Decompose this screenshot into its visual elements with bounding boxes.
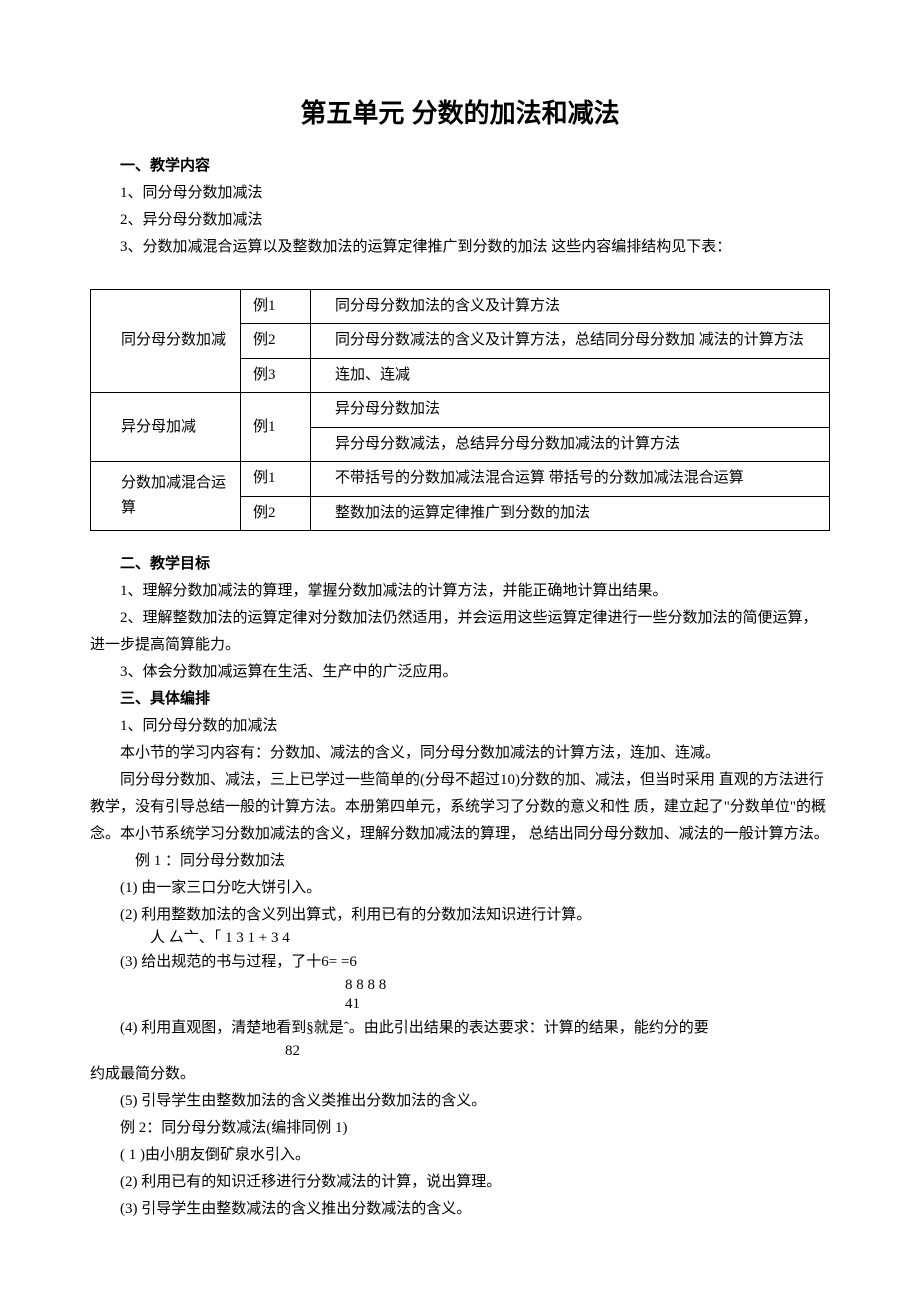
table-group-1: 同分母分数加减: [91, 289, 241, 393]
table-desc-cell: 连加、连减: [311, 358, 830, 393]
table-desc-cell: 同分母分数加法的含义及计算方法: [311, 289, 830, 324]
example-2-item-1: ( 1 )由小朋友倒矿泉水引入。: [90, 1142, 830, 1169]
section-1-item-3: 3、分数加减混合运算以及整数加法的运算定律推广到分数的加法 这些内容编排结构见下…: [90, 234, 830, 261]
table-example-cell: 例2: [241, 324, 311, 359]
table-example-cell: 例1: [241, 289, 311, 324]
table-example-cell: 例3: [241, 358, 311, 393]
table-desc-cell: 异分母分数加法: [311, 393, 830, 428]
section-3-heading: 三、具体编排: [90, 686, 830, 713]
example-1-item-3: (3) 给出规范的书与过程，了十6= =6: [90, 949, 830, 976]
table-row: 分数加减混合运算 例1 不带括号的分数加减法混合运算 带括号的分数加减法混合运算: [91, 462, 830, 497]
section-1-heading: 一、教学内容: [90, 153, 830, 180]
example-1-item-2: (2) 利用整数加法的含义列出算式，利用已有的分数加法知识进行计算。: [90, 902, 830, 929]
example-1-item-4b: 约成最简分数。: [90, 1061, 830, 1088]
page-title: 第五单元 分数的加法和减法: [90, 90, 830, 137]
section-1-item-2: 2、异分母分数加减法: [90, 207, 830, 234]
table-group-3: 分数加减混合运算: [91, 462, 241, 531]
section-3-p2: 同分母分数加、减法，三上已学过一些简单的(分母不超过10)分数的加、减法，但当时…: [90, 767, 830, 848]
section-3-sub1: 1、同分母分数的加减法: [90, 713, 830, 740]
example-2-label: 例 2：同分母分数减法(编排同例 1): [90, 1115, 830, 1142]
section-3-p1: 本小节的学习内容有：分数加、减法的含义，同分母分数加减法的计算方法，连加、连减。: [90, 740, 830, 767]
example-1-item-4: (4) 利用直观图，清楚地看到§就是ˆ。由此引出结果的表达要求：计算的结果，能约…: [90, 1015, 830, 1042]
fraction-expr-line-c: 41: [345, 995, 830, 1015]
example-2-item-3: (3) 引导学生由整数减法的含义推出分数减法的含义。: [90, 1196, 830, 1223]
section-2-p1: 1、理解分数加减法的算理，掌握分数加减法的计算方法，并能正确地计算出结果。: [90, 578, 830, 605]
table-example-cell: 例1: [241, 393, 311, 462]
example-1-item-5: (5) 引导学生由整数加法的含义类推出分数加法的含义。: [90, 1088, 830, 1115]
table-example-cell: 例1: [241, 462, 311, 497]
table-row: 异分母加减 例1 异分母分数加法: [91, 393, 830, 428]
table-desc-cell: 不带括号的分数加减法混合运算 带括号的分数加减法混合运算: [311, 462, 830, 497]
table-desc-cell: 异分母分数减法，总结异分母分数加减法的计算方法: [311, 427, 830, 462]
table-desc-cell: 整数加法的运算定律推广到分数的加法: [311, 496, 830, 531]
content-structure-table: 同分母分数加减 例1 同分母分数加法的含义及计算方法 例2 同分母分数减法的含义…: [90, 289, 830, 532]
fraction-expr-line-b: 8 8 8 8: [345, 976, 830, 996]
table-example-cell: 例2: [241, 496, 311, 531]
section-2-heading: 二、教学目标: [90, 551, 830, 578]
example-2-item-2: (2) 利用已有的知识迁移进行分数减法的计算，说出算理。: [90, 1169, 830, 1196]
section-1-item-1: 1、同分母分数加减法: [90, 180, 830, 207]
table-group-2: 异分母加减: [91, 393, 241, 462]
example-1-item-1: (1) 由一家三口分吃大饼引入。: [90, 875, 830, 902]
fraction-expr-line-d: 82: [285, 1042, 830, 1062]
table-row: 同分母分数加减 例1 同分母分数加法的含义及计算方法: [91, 289, 830, 324]
example-1-label: 例 1 ：同分母分数加法: [90, 848, 830, 875]
section-2-p3: 3、体会分数加减运算在生活、生产中的广泛应用。: [90, 659, 830, 686]
table-desc-cell: 同分母分数减法的含义及计算方法，总结同分母分数加 减法的计算方法: [311, 324, 830, 359]
section-2-p2: 2、理解整数加法的运算定律对分数加法仍然适用，并会运用这些运算定律进行一些分数加…: [90, 605, 830, 659]
fraction-expr-line-a: 人 厶亠、「 1 3 1 + 3 4: [150, 929, 830, 949]
